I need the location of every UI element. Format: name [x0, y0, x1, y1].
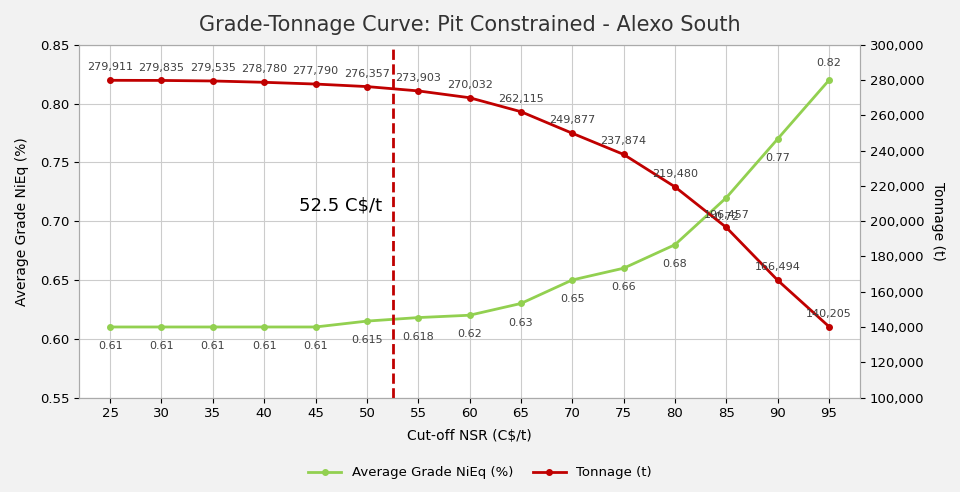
Average Grade NiEq (%) [207, 324, 219, 330]
Average Grade NiEq (%) [566, 277, 578, 283]
Text: 276,357: 276,357 [344, 69, 390, 79]
Average Grade NiEq (%) [618, 265, 630, 271]
Tonnage (t) [156, 77, 167, 83]
Text: 279,835: 279,835 [138, 62, 184, 72]
Average Grade NiEq (%) [156, 324, 167, 330]
Average Grade NiEq (%) [413, 314, 424, 320]
Text: 0.63: 0.63 [509, 317, 533, 328]
Text: 0.65: 0.65 [560, 294, 585, 304]
Text: 140,205: 140,205 [806, 308, 852, 319]
Average Grade NiEq (%) [361, 318, 372, 324]
Average Grade NiEq (%) [721, 195, 732, 201]
Text: 278,780: 278,780 [241, 64, 287, 74]
Y-axis label: Tonnage (t): Tonnage (t) [931, 182, 945, 261]
Text: 0.66: 0.66 [612, 282, 636, 292]
Text: 0.82: 0.82 [817, 59, 842, 68]
Text: 270,032: 270,032 [446, 80, 492, 90]
Text: 273,903: 273,903 [396, 73, 442, 83]
Y-axis label: Average Grade NiEq (%): Average Grade NiEq (%) [15, 137, 29, 306]
Text: 249,877: 249,877 [549, 115, 595, 125]
Tonnage (t) [105, 77, 116, 83]
Average Grade NiEq (%) [258, 324, 270, 330]
Average Grade NiEq (%) [105, 324, 116, 330]
Line: Tonnage (t): Tonnage (t) [108, 78, 831, 330]
Tonnage (t) [464, 95, 475, 101]
Average Grade NiEq (%) [310, 324, 322, 330]
Average Grade NiEq (%) [669, 242, 681, 247]
Text: 0.61: 0.61 [201, 341, 226, 351]
Tonnage (t) [413, 88, 424, 94]
Text: 166,494: 166,494 [755, 262, 801, 273]
Tonnage (t) [361, 84, 372, 90]
Title: Grade-Tonnage Curve: Pit Constrained - Alexo South: Grade-Tonnage Curve: Pit Constrained - A… [199, 15, 740, 35]
Tonnage (t) [669, 184, 681, 190]
Text: 0.72: 0.72 [714, 212, 739, 222]
Tonnage (t) [516, 109, 527, 115]
Average Grade NiEq (%) [516, 301, 527, 307]
Text: 237,874: 237,874 [601, 136, 647, 147]
Text: 0.615: 0.615 [351, 335, 383, 345]
Text: 0.61: 0.61 [303, 341, 328, 351]
Tonnage (t) [824, 324, 835, 330]
X-axis label: Cut-off NSR (C$/t): Cut-off NSR (C$/t) [407, 429, 532, 443]
Text: 0.61: 0.61 [252, 341, 276, 351]
Average Grade NiEq (%) [464, 312, 475, 318]
Tonnage (t) [566, 130, 578, 136]
Tonnage (t) [772, 277, 783, 283]
Text: 0.618: 0.618 [402, 332, 434, 341]
Average Grade NiEq (%) [824, 77, 835, 83]
Tonnage (t) [310, 81, 322, 87]
Text: 279,911: 279,911 [87, 62, 133, 72]
Line: Average Grade NiEq (%): Average Grade NiEq (%) [108, 77, 831, 330]
Legend: Average Grade NiEq (%), Tonnage (t): Average Grade NiEq (%), Tonnage (t) [302, 461, 658, 485]
Text: 0.61: 0.61 [149, 341, 174, 351]
Text: 0.61: 0.61 [98, 341, 123, 351]
Tonnage (t) [258, 79, 270, 85]
Text: 196,457: 196,457 [704, 210, 749, 219]
Text: 219,480: 219,480 [652, 169, 698, 179]
Text: 279,535: 279,535 [190, 63, 236, 73]
Average Grade NiEq (%) [772, 136, 783, 142]
Text: 277,790: 277,790 [293, 66, 339, 76]
Text: 52.5 C$/t: 52.5 C$/t [300, 197, 382, 215]
Text: 0.68: 0.68 [662, 259, 687, 269]
Tonnage (t) [721, 224, 732, 230]
Tonnage (t) [207, 78, 219, 84]
Text: 262,115: 262,115 [498, 94, 543, 104]
Tonnage (t) [618, 152, 630, 157]
Text: 0.77: 0.77 [765, 153, 790, 163]
Text: 0.62: 0.62 [457, 329, 482, 339]
